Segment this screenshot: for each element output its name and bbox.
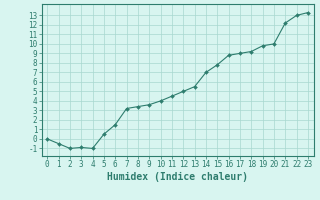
X-axis label: Humidex (Indice chaleur): Humidex (Indice chaleur) (107, 172, 248, 182)
